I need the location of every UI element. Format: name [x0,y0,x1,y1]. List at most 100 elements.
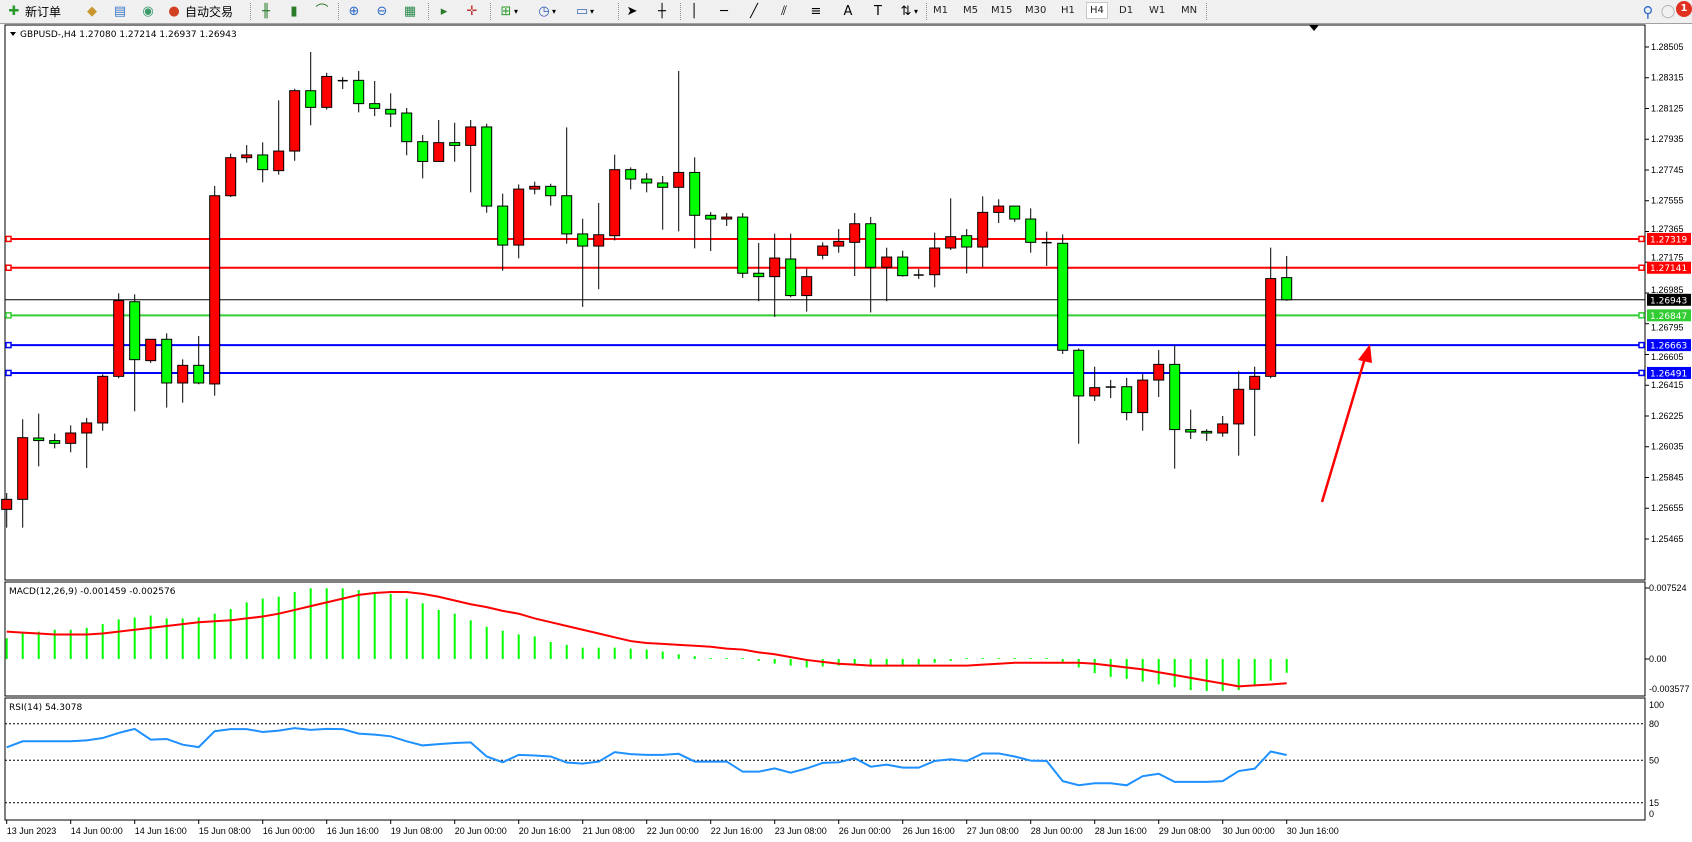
candle[interactable] [465,119,477,193]
candle[interactable] [17,419,29,528]
annotation-arrow-shaft[interactable] [1320,357,1367,503]
candle[interactable] [513,184,525,259]
candle[interactable] [353,70,365,113]
candle[interactable] [993,199,1005,224]
candle[interactable] [417,135,429,179]
candle[interactable] [545,183,557,206]
line-handle[interactable] [1638,264,1645,271]
market-watch-button[interactable]: ◆ [84,2,100,21]
candle[interactable] [273,100,285,175]
candle[interactable] [1089,366,1101,401]
candle[interactable] [1073,348,1085,444]
candle[interactable] [337,77,348,90]
candle[interactable] [945,198,957,250]
chart-menu-triangle-icon[interactable] [10,32,16,36]
zoom-out-button[interactable]: ⊖ [374,2,390,21]
candle[interactable] [1249,366,1261,437]
candle[interactable] [689,157,701,249]
candle[interactable] [593,203,605,290]
candle[interactable] [209,186,221,396]
line-handle[interactable] [5,312,12,319]
candle[interactable] [1153,349,1165,398]
candlestick-button[interactable]: ▮ [286,2,302,21]
candle[interactable] [929,232,941,288]
crosshair-button[interactable]: ┼ [654,2,670,21]
data-window-button[interactable]: ▤ [112,2,128,21]
candle[interactable] [881,247,893,302]
candle[interactable] [769,233,781,317]
line-chart-button[interactable]: ⌒ [314,2,330,21]
notifications-button[interactable]: ◯ [1660,2,1676,21]
bar-chart-button[interactable]: ╫ [258,2,274,21]
candle[interactable] [177,359,189,403]
tile-windows-button[interactable]: ▦ [402,2,418,21]
timeframe-m15[interactable]: M15 [991,5,1013,16]
candle[interactable] [609,154,621,241]
timeframe-d1[interactable]: D1 [1119,5,1134,16]
fibonacci-button[interactable]: ≡ [808,2,824,21]
arrows-button[interactable]: ⇅ ▾ [898,2,918,21]
candle[interactable] [1057,234,1069,355]
candle[interactable] [369,80,381,117]
timeframe-h4[interactable]: H4 [1086,2,1108,19]
candle[interactable] [721,213,733,226]
candle[interactable] [33,413,45,467]
candle[interactable] [401,108,413,156]
candle[interactable] [1025,208,1037,253]
candle[interactable] [785,233,797,298]
cursor-button[interactable]: ➤ [624,2,640,21]
candle[interactable] [449,122,461,162]
periods-button[interactable]: ◷ ▾ [536,2,556,21]
vertical-line-button[interactable]: │ [686,2,702,21]
zoom-in-button[interactable]: ⊕ [346,2,362,21]
candle[interactable] [961,229,973,274]
candle[interactable] [65,425,77,453]
candle[interactable] [305,52,317,126]
text-button[interactable]: A [840,2,856,21]
line-handle[interactable] [5,369,12,377]
candle[interactable] [497,193,509,271]
autoscroll-button[interactable]: ✛ [464,2,480,21]
candle[interactable] [289,88,301,161]
line-handle[interactable] [1638,369,1645,377]
candle[interactable] [849,213,861,277]
candle[interactable] [49,433,61,449]
chart-shift-marker-icon[interactable] [1309,25,1319,31]
candle[interactable] [193,336,205,385]
candle[interactable] [625,167,637,190]
candle[interactable] [1,493,13,528]
timeframe-mn[interactable]: MN [1181,5,1198,16]
candle[interactable] [833,229,845,253]
candle[interactable] [1121,377,1133,421]
candle[interactable] [161,333,173,408]
candle[interactable] [1137,373,1149,431]
candle[interactable] [529,181,541,195]
candle[interactable] [1169,345,1181,469]
candle[interactable] [321,72,333,110]
line-handle[interactable] [1638,341,1645,349]
line-handle[interactable] [5,264,12,271]
candle[interactable] [145,338,157,363]
candle[interactable] [97,374,109,431]
line-handle[interactable] [5,235,12,243]
search-button[interactable]: ⚲ [1640,2,1656,21]
chart-shift-button[interactable]: ▸ [436,2,452,21]
text-label-button[interactable]: T [870,2,886,21]
candle[interactable] [113,293,125,379]
indicators-button[interactable]: ⊞ ▾ [498,2,518,21]
signals-button[interactable]: ◉ [140,2,156,21]
line-handle[interactable] [1638,312,1645,319]
candle[interactable] [753,242,765,302]
auto-trading-button[interactable]: ● 自动交易 [166,2,233,21]
candle[interactable] [1041,231,1052,266]
candle[interactable] [433,119,445,162]
candle[interactable] [81,417,93,468]
candle[interactable] [1185,409,1197,439]
candle[interactable] [577,218,589,307]
templates-button[interactable]: ▭ ▾ [574,2,594,21]
horizontal-line-button[interactable]: ─ [716,2,732,21]
equidistant-channel-button[interactable]: ⫽ [776,2,792,21]
candle[interactable] [913,269,924,279]
candle[interactable] [817,242,829,260]
